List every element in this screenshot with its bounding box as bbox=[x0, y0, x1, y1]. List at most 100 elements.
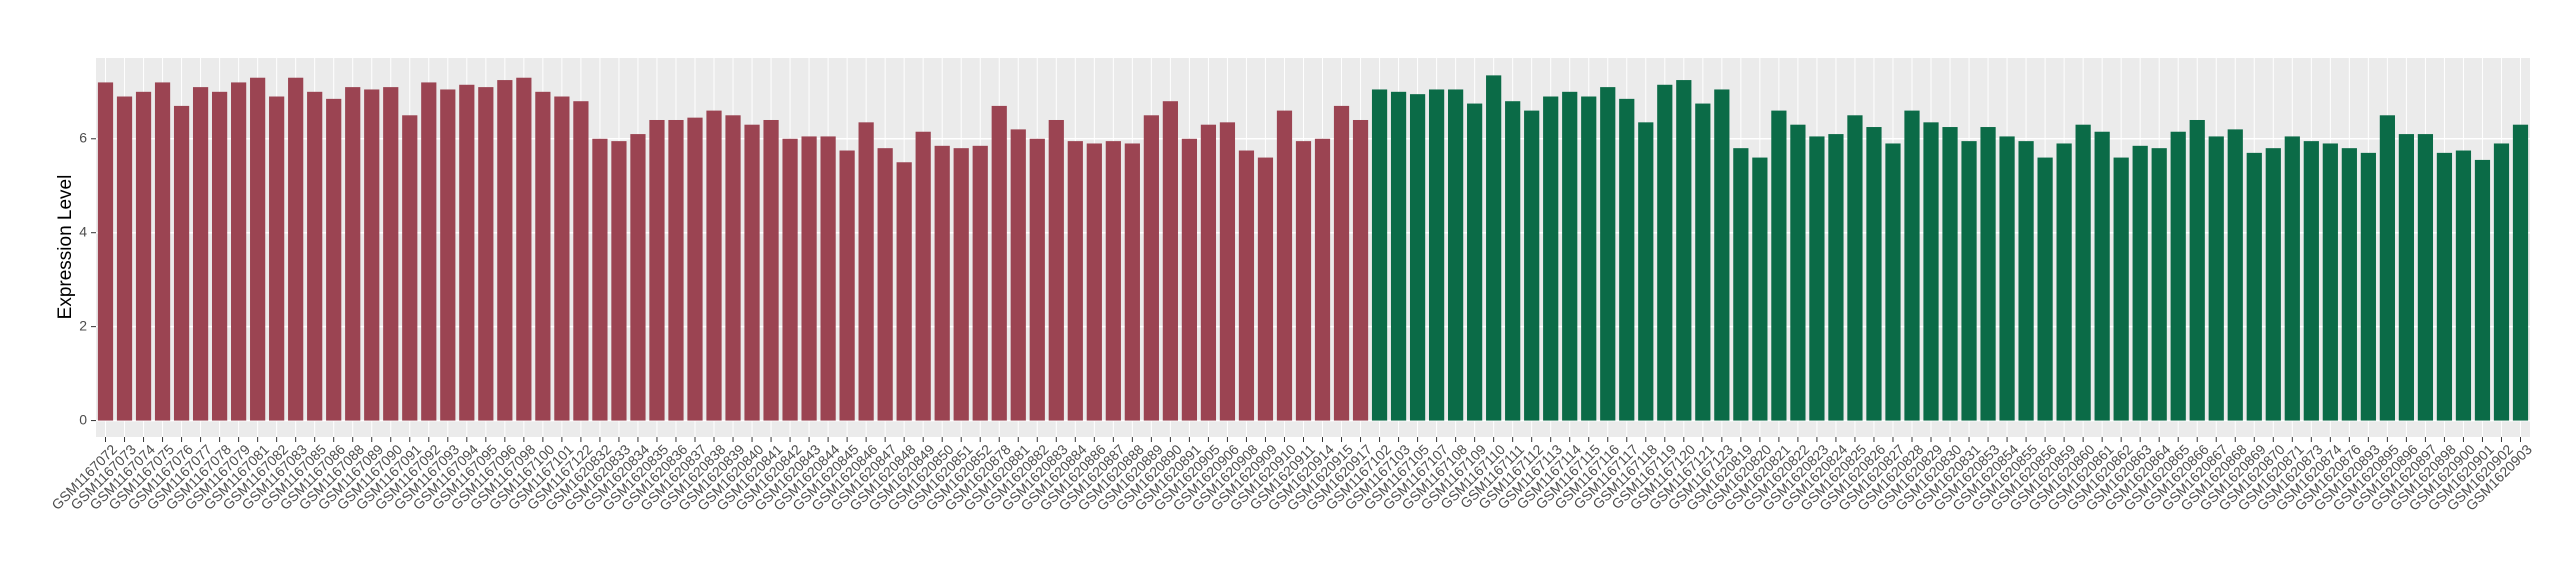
bar bbox=[1409, 94, 1426, 421]
bar bbox=[97, 82, 114, 421]
bar bbox=[1276, 110, 1293, 421]
bar bbox=[2455, 150, 2472, 421]
bar bbox=[1904, 110, 1920, 421]
bar bbox=[1980, 127, 1996, 421]
bar bbox=[1143, 115, 1159, 421]
bar bbox=[211, 91, 228, 421]
bar bbox=[1638, 122, 1654, 421]
bar bbox=[2398, 134, 2415, 421]
bar bbox=[2436, 152, 2453, 421]
bar bbox=[2208, 136, 2224, 421]
bar bbox=[953, 148, 969, 421]
bar bbox=[2189, 119, 2205, 421]
bar bbox=[1809, 136, 1825, 421]
bar bbox=[1961, 141, 1977, 421]
bar bbox=[1086, 143, 1102, 421]
bar bbox=[1600, 87, 1616, 421]
bar bbox=[1866, 127, 1882, 421]
bar bbox=[2360, 152, 2376, 421]
bar bbox=[706, 110, 722, 421]
bar bbox=[1124, 143, 1140, 421]
bar bbox=[116, 96, 133, 421]
bar bbox=[1390, 91, 1407, 421]
bar bbox=[1467, 103, 1483, 421]
bar bbox=[1010, 129, 1026, 421]
bar bbox=[744, 124, 760, 421]
bar bbox=[2493, 143, 2510, 421]
y-axis-title: Expression Level bbox=[55, 175, 76, 320]
bar bbox=[1486, 75, 1502, 421]
y-tick-label: 2 bbox=[79, 317, 87, 333]
bar bbox=[402, 115, 418, 421]
bar bbox=[2265, 148, 2281, 421]
bar bbox=[2246, 152, 2262, 421]
bar bbox=[2284, 136, 2300, 421]
bar bbox=[1352, 119, 1369, 421]
bar bbox=[2303, 141, 2319, 421]
bar bbox=[2417, 134, 2434, 421]
bar bbox=[972, 145, 988, 421]
bar bbox=[478, 87, 494, 421]
y-tick-label: 0 bbox=[79, 411, 87, 427]
bar bbox=[554, 96, 570, 421]
bar bbox=[630, 134, 646, 421]
bar bbox=[1562, 91, 1578, 421]
bar bbox=[173, 105, 190, 421]
bar bbox=[858, 122, 874, 421]
bar bbox=[2094, 131, 2110, 421]
bar bbox=[2379, 115, 2395, 421]
bar bbox=[1067, 141, 1083, 421]
bar bbox=[2056, 143, 2072, 421]
bar bbox=[1923, 122, 1939, 421]
bar bbox=[421, 82, 437, 421]
bar bbox=[1581, 96, 1597, 421]
bar bbox=[915, 131, 931, 421]
bar bbox=[269, 96, 285, 421]
bar bbox=[1371, 89, 1388, 421]
bar bbox=[516, 77, 532, 421]
bar bbox=[573, 101, 589, 421]
bar bbox=[2113, 157, 2129, 421]
bar bbox=[1733, 148, 1749, 421]
bar bbox=[1714, 89, 1730, 421]
bar bbox=[1657, 84, 1673, 421]
bar bbox=[991, 105, 1007, 421]
bar bbox=[1619, 98, 1635, 421]
bar bbox=[801, 136, 817, 421]
bar bbox=[535, 91, 551, 421]
bar bbox=[440, 89, 456, 421]
bar bbox=[592, 138, 608, 421]
bar bbox=[1543, 96, 1559, 421]
bar bbox=[2075, 124, 2091, 421]
bar bbox=[307, 91, 323, 421]
bar bbox=[1238, 150, 1255, 421]
bar bbox=[2037, 157, 2053, 421]
bar bbox=[1505, 101, 1521, 421]
bar bbox=[1181, 138, 1198, 421]
bar bbox=[2341, 148, 2357, 421]
bar bbox=[668, 119, 684, 421]
bar bbox=[383, 87, 399, 421]
bar bbox=[2170, 131, 2186, 421]
bar bbox=[345, 87, 361, 421]
bar bbox=[459, 84, 475, 421]
bar bbox=[877, 148, 893, 421]
bar bbox=[1752, 157, 1768, 421]
bar bbox=[1048, 119, 1064, 421]
bar bbox=[192, 87, 209, 421]
bar bbox=[1333, 105, 1350, 421]
bar bbox=[2151, 148, 2167, 421]
bar bbox=[1676, 80, 1692, 421]
bar bbox=[1828, 134, 1844, 421]
bar bbox=[820, 136, 836, 421]
bar bbox=[611, 141, 627, 421]
bar bbox=[1257, 157, 1274, 421]
bar bbox=[1885, 143, 1901, 421]
bar bbox=[782, 138, 798, 421]
bar bbox=[2018, 141, 2034, 421]
bar bbox=[1162, 101, 1178, 421]
bar bbox=[1200, 124, 1217, 421]
bar bbox=[2474, 159, 2491, 421]
